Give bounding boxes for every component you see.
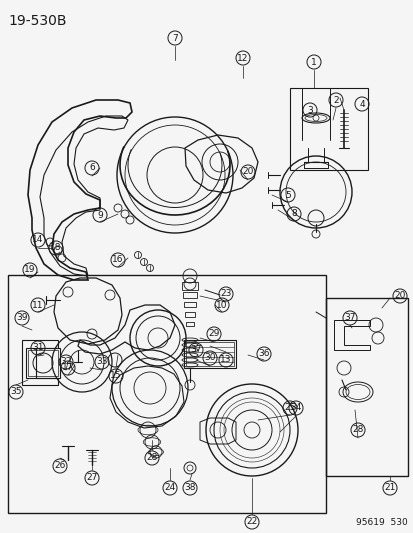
Text: 14: 14 bbox=[32, 236, 44, 245]
Text: 8: 8 bbox=[290, 209, 296, 219]
Text: 2: 2 bbox=[332, 95, 338, 104]
Text: 39: 39 bbox=[16, 313, 28, 322]
Text: 13: 13 bbox=[220, 356, 231, 365]
Text: 4: 4 bbox=[358, 100, 364, 109]
Text: 34: 34 bbox=[290, 403, 301, 413]
Text: 37: 37 bbox=[344, 313, 355, 322]
Text: 36: 36 bbox=[258, 350, 269, 359]
Text: 11: 11 bbox=[32, 301, 44, 310]
Text: 22: 22 bbox=[246, 518, 257, 527]
Text: 20: 20 bbox=[393, 292, 405, 301]
Text: 9: 9 bbox=[97, 211, 102, 220]
Text: 28: 28 bbox=[351, 425, 363, 434]
Text: 33: 33 bbox=[96, 358, 107, 367]
Text: 12: 12 bbox=[237, 53, 248, 62]
Text: 1: 1 bbox=[311, 58, 316, 67]
Text: 10: 10 bbox=[216, 301, 227, 310]
Text: 19: 19 bbox=[24, 265, 36, 274]
Text: 5: 5 bbox=[285, 190, 290, 199]
Text: 7: 7 bbox=[172, 34, 178, 43]
Text: 16: 16 bbox=[112, 255, 123, 264]
Text: 21: 21 bbox=[383, 483, 395, 492]
Text: 29: 29 bbox=[208, 329, 219, 338]
Text: 3: 3 bbox=[306, 106, 312, 115]
Text: 19-530B: 19-530B bbox=[8, 14, 66, 28]
Text: 20: 20 bbox=[242, 167, 253, 176]
Text: 37: 37 bbox=[190, 345, 201, 354]
Text: 25: 25 bbox=[284, 403, 295, 413]
Text: 95619  530: 95619 530 bbox=[356, 518, 407, 527]
Text: 26: 26 bbox=[54, 462, 66, 471]
Text: 38: 38 bbox=[184, 483, 195, 492]
Text: 27: 27 bbox=[86, 473, 97, 482]
Text: 30: 30 bbox=[204, 353, 215, 362]
Text: 18: 18 bbox=[50, 244, 62, 253]
Text: 31: 31 bbox=[32, 343, 44, 352]
Text: 28: 28 bbox=[146, 454, 157, 463]
Text: 23: 23 bbox=[220, 289, 231, 298]
Text: 32: 32 bbox=[60, 358, 71, 367]
Text: 17: 17 bbox=[62, 364, 74, 373]
Text: 24: 24 bbox=[164, 483, 175, 492]
Text: 15: 15 bbox=[110, 372, 121, 381]
Text: 6: 6 bbox=[89, 164, 95, 173]
Text: 35: 35 bbox=[10, 387, 22, 397]
